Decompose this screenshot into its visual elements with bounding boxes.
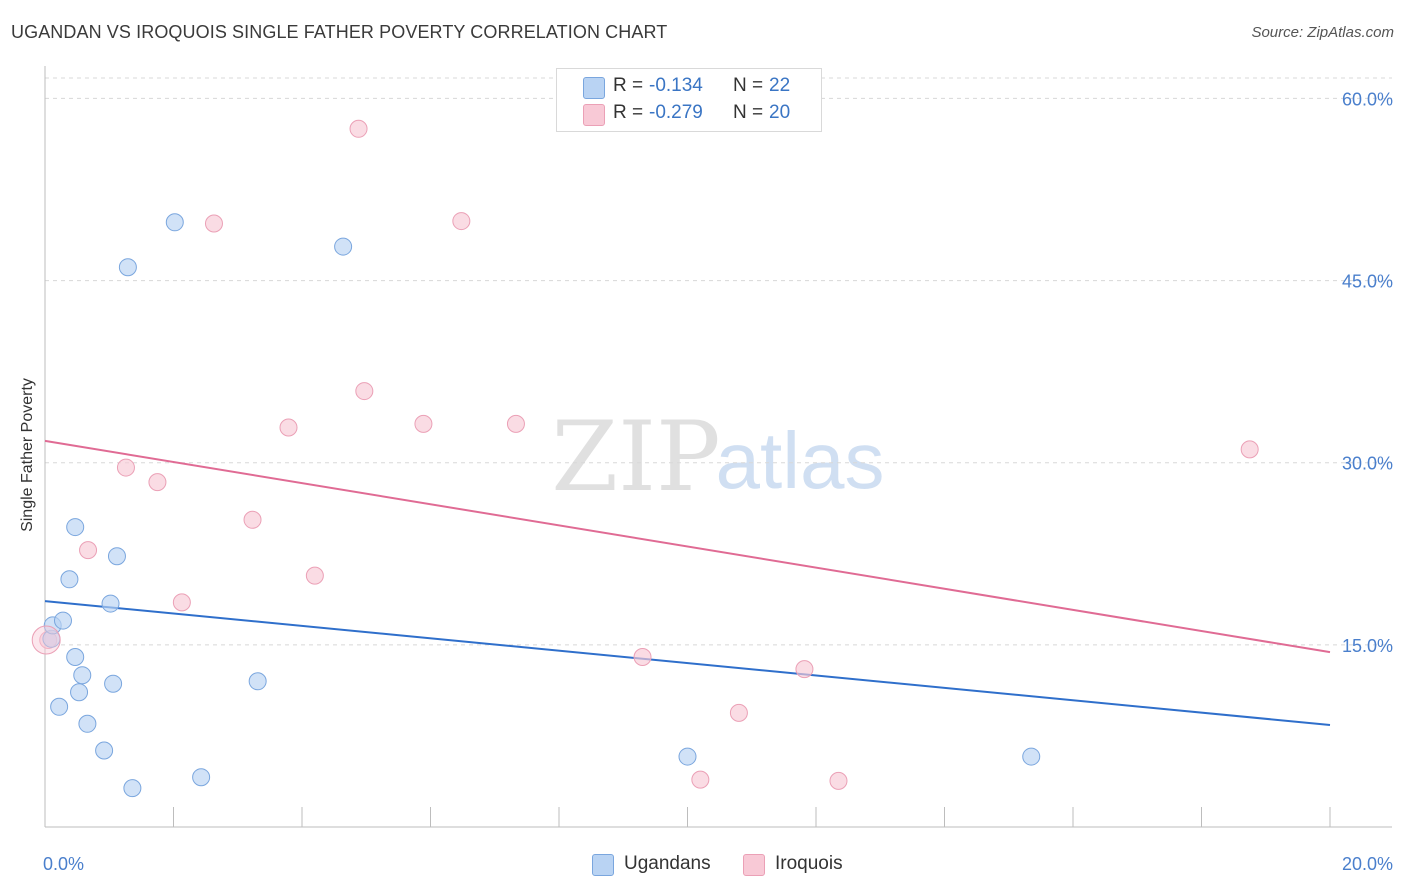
y-tick-label: 45.0% [1342,272,1393,292]
x-tick-label: 20.0% [1342,854,1393,874]
y-tick-label: 30.0% [1342,454,1393,474]
point-ugandans [192,768,211,787]
series-label-iroquois: Iroquois [775,853,843,874]
legend-r-value: -0.134 [649,75,703,96]
point-iroquois [349,119,368,138]
point-iroquois [633,648,652,666]
point-cluster-iroquois [31,625,61,655]
point-ugandans [70,683,89,702]
series-label-ugandans: Ugandans [624,853,711,874]
legend-n-value: 22 [769,75,791,96]
point-iroquois [414,414,433,433]
trend-line-ugandans [44,600,1331,726]
legend-n-label: N = [733,75,764,96]
legend-swatch-iroquois [583,104,605,126]
point-ugandans [95,741,114,760]
point-ugandans [101,594,120,613]
legend-r-label: R = [613,75,644,96]
point-iroquois [116,458,135,477]
point-ugandans [66,648,85,666]
point-ugandans [118,258,137,277]
y-tick-label: 60.0% [1342,89,1393,109]
point-ugandans [73,666,92,685]
trend-line-iroquois [44,439,1331,654]
grid-lines [45,77,1392,646]
point-iroquois [355,382,374,401]
point-ugandans [107,547,126,566]
point-ugandans [678,747,697,766]
source-label: Source: ZipAtlas.com [1251,24,1394,41]
point-ugandans [60,570,79,589]
point-ugandans [66,518,85,537]
point-iroquois [691,770,710,789]
watermark-atlas: atlas [716,416,885,505]
tick-labels: 15.0% 30.0% 45.0% 60.0% 0.0% 20.0% [43,89,1393,874]
point-iroquois [243,510,262,529]
point-iroquois [452,212,471,231]
point-iroquois [305,566,324,585]
legend-r-label: R = [613,102,644,123]
point-iroquois [795,660,814,679]
legend-n-label: N = [733,102,764,123]
point-iroquois [729,703,748,722]
watermark-zip: ZIP [551,401,720,513]
data-points [31,119,1259,798]
legend-n-value: 20 [769,102,791,123]
point-ugandans [53,611,72,630]
point-iroquois [829,771,848,790]
point-ugandans [165,213,184,232]
point-iroquois [279,418,298,437]
chart-title: UGANDAN VS IROQUOIS SINGLE FATHER POVERT… [11,22,668,42]
point-ugandans [123,779,142,798]
point-ugandans [78,714,97,733]
legend-swatch-ugandans [583,77,605,99]
legend-r-value: -0.279 [649,102,703,123]
point-ugandans [104,674,123,693]
x-tick-label: 0.0% [43,854,84,874]
series-swatch-iroquois [743,854,765,876]
series-legend: Ugandans Iroquois [0,852,1406,878]
series-swatch-ugandans [592,854,614,876]
point-ugandans [248,672,267,691]
trend-lines [44,439,1331,726]
correlation-legend: R = -0.134 N = 22 R = -0.279 N = 20 [556,68,822,132]
point-iroquois [172,593,191,612]
axes [44,66,1392,828]
point-iroquois [1240,440,1259,459]
point-iroquois [148,473,167,492]
point-iroquois [79,541,98,560]
point-iroquois [506,414,525,433]
point-ugandans [334,237,353,256]
watermark: ZIP atlas [551,401,884,513]
point-iroquois [204,214,223,233]
y-tick-label: 15.0% [1342,636,1393,656]
point-ugandans [1022,747,1041,766]
point-ugandans [50,697,69,716]
